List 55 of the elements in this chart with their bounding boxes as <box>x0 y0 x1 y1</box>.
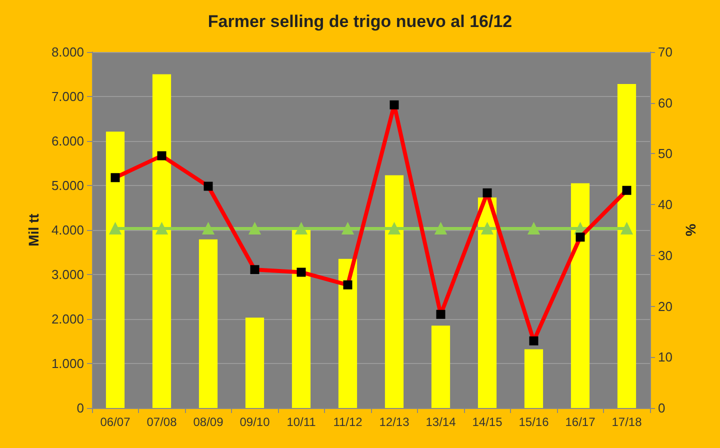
y2-tick-label: 70 <box>658 44 672 60</box>
point <box>202 222 214 234</box>
bar <box>478 198 497 408</box>
point <box>481 222 494 234</box>
x-tick-label: 09/10 <box>240 415 270 429</box>
y2-tick-label: 40 <box>658 197 672 212</box>
y-tick-label: 0 <box>76 400 84 416</box>
x-tick-label: 12/13 <box>379 415 410 429</box>
y2-tick-label: 10 <box>658 350 672 365</box>
point <box>248 222 261 234</box>
point <box>109 222 122 234</box>
point <box>156 222 168 234</box>
x-tick-label: 11/12 <box>333 415 363 429</box>
point <box>342 222 354 234</box>
bar <box>384 175 404 408</box>
point <box>528 222 540 234</box>
x-tick-label: 06/07 <box>100 415 131 429</box>
y2-tick-label: 0 <box>658 400 666 416</box>
x-tick-label: 13/14 <box>426 415 456 429</box>
bar <box>617 84 636 408</box>
y-tick-label: 6.000 <box>51 134 84 148</box>
y-tick-label: 5.000 <box>51 178 84 193</box>
point <box>620 222 633 234</box>
x-tick-label: 10/11 <box>286 415 316 429</box>
y-tick-label: 1.000 <box>51 356 84 371</box>
y-tick-label: 3.000 <box>51 267 84 282</box>
y-tick-label: 4.000 <box>51 222 84 238</box>
x-tick-label: 07/08 <box>146 415 178 429</box>
bar <box>245 318 264 408</box>
chart-title: Farmer selling de trigo nuevo al 16/12 <box>208 12 512 31</box>
point <box>434 222 447 234</box>
y-axis-title: Mil tt <box>26 213 42 246</box>
y2-tick-label: 20 <box>658 298 672 314</box>
bar <box>198 239 218 408</box>
y2-tick-label: 30 <box>658 248 672 263</box>
bar <box>524 349 544 408</box>
point <box>295 222 308 234</box>
bar <box>338 258 358 408</box>
x-tick-label: 14/15 <box>472 415 503 429</box>
bar <box>106 132 125 408</box>
x-tick-label: 08/09 <box>193 415 224 429</box>
x-tick-label: 17/18 <box>612 415 642 429</box>
y2-tick-label: 50 <box>658 146 672 162</box>
y-tick-label: 8.000 <box>51 44 84 60</box>
y2-tick-label: 60 <box>658 95 672 110</box>
bar <box>152 74 172 408</box>
y-tick-label: 7.000 <box>51 89 84 104</box>
x-tick-label: 16/17 <box>565 415 596 429</box>
y-tick-label: 2.000 <box>51 312 84 326</box>
point <box>388 222 400 234</box>
bar <box>292 230 311 408</box>
y2-axis-title: % <box>682 223 698 236</box>
bar <box>431 326 450 408</box>
bar <box>570 183 590 408</box>
x-tick-label: 15/16 <box>518 415 550 429</box>
